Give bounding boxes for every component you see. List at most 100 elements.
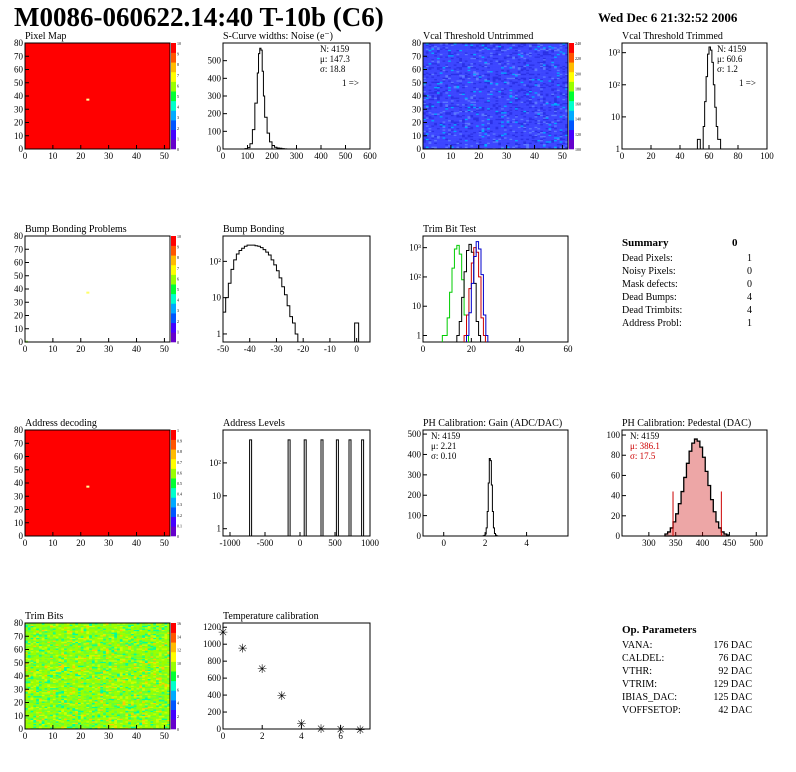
- heatmap-cell: [456, 90, 460, 93]
- palette-swatch: [171, 71, 176, 82]
- heatmap-cell: [464, 93, 468, 95]
- palette-swatch: [171, 458, 176, 469]
- heatmap-cell: [534, 146, 538, 148]
- heatmap-cell: [501, 69, 505, 72]
- heatmap-cell: [33, 714, 37, 717]
- heatmap-cell: [462, 68, 466, 70]
- heatmap-cell: [551, 118, 555, 121]
- heatmap-cell: [453, 121, 457, 123]
- heatmap-cell: [523, 96, 527, 98]
- heatmap-cell: [528, 135, 533, 138]
- heatmap-cell: [554, 102, 558, 105]
- heatmap-cell: [25, 702, 29, 705]
- heatmap-cell: [464, 44, 468, 46]
- heatmap-cell: [27, 630, 31, 633]
- heatmap-cell: [442, 74, 446, 77]
- heatmap-cell: [462, 110, 466, 113]
- heatmap-cell: [528, 69, 533, 72]
- heatmap-cell: [559, 73, 563, 76]
- heatmap-cell: [487, 54, 491, 57]
- heatmap-cell: [436, 126, 441, 129]
- heatmap-cell: [475, 133, 480, 135]
- heatmap-cell: [475, 121, 480, 123]
- heatmap-cell: [556, 49, 560, 52]
- heatmap-cell: [436, 73, 441, 76]
- heatmap-cell: [531, 49, 535, 52]
- heatmap-cell: [448, 92, 452, 94]
- heatmap-cell: [531, 88, 535, 90]
- heatmap-cell: [503, 127, 507, 130]
- heatmap-cell: [559, 109, 563, 111]
- heatmap-cell: [506, 84, 510, 86]
- heatmap-cell: [30, 723, 34, 726]
- heatmap-cell: [439, 107, 443, 110]
- heatmap-cell: [565, 101, 569, 103]
- heatmap-cell: [517, 127, 521, 130]
- palette-swatch: [171, 468, 176, 479]
- heatmap-cell: [33, 698, 37, 701]
- heatmap-cell: [462, 114, 466, 117]
- heatmap-cell: [484, 46, 488, 49]
- heatmap-cell: [459, 43, 463, 45]
- heatmap-cell: [434, 61, 438, 64]
- heatmap-cell: [436, 127, 441, 130]
- heatmap-cell: [487, 105, 491, 107]
- heatmap-cell: [537, 58, 541, 61]
- heatmap-cell: [30, 661, 34, 664]
- heatmap-cell: [489, 68, 494, 70]
- heatmap-cell: [27, 689, 31, 691]
- heatmap-cell: [428, 137, 432, 139]
- heatmap-cell: [459, 66, 463, 69]
- heatmap-cell: [439, 99, 443, 102]
- heatmap-cell: [548, 69, 552, 72]
- heatmap-cell: [439, 58, 443, 61]
- heatmap-cell: [556, 119, 560, 122]
- heatmap-cell: [33, 709, 37, 711]
- heatmap-cell: [540, 125, 544, 127]
- heatmap-cell: [540, 122, 544, 125]
- heatmap-cell: [470, 61, 474, 64]
- heatmap-cell: [523, 86, 527, 89]
- heatmap-cell: [27, 691, 31, 694]
- palette-swatch: [171, 139, 176, 150]
- heatmap-cell: [456, 145, 460, 147]
- heatmap-cell: [562, 107, 566, 110]
- y-tick-label: 20: [611, 511, 621, 521]
- heatmap-cell: [562, 117, 566, 119]
- heatmap-cell: [503, 114, 507, 117]
- heatmap-cell: [520, 57, 524, 60]
- heatmap-cell: [464, 54, 468, 57]
- heatmap-cell: [450, 107, 454, 110]
- heatmap-cell: [450, 65, 454, 68]
- heatmap-cell: [470, 54, 474, 57]
- heatmap-cell: [537, 111, 541, 114]
- heatmap-cell: [33, 625, 37, 628]
- heatmap-cell: [506, 93, 510, 95]
- heatmap-cell: [520, 130, 524, 133]
- heatmap-cell: [489, 52, 494, 54]
- heatmap-cell: [436, 69, 441, 72]
- heatmap-cell: [540, 121, 544, 123]
- heatmap-cell: [495, 131, 499, 134]
- heatmap-cell: [27, 678, 31, 681]
- heatmap-cell: [36, 653, 40, 656]
- heatmap-cell: [462, 118, 466, 121]
- heatmap-cell: [425, 52, 429, 54]
- heatmap-cell: [487, 94, 491, 97]
- heatmap-cell: [436, 64, 441, 66]
- heatmap-cell: [509, 61, 513, 64]
- heatmap-cell: [459, 92, 463, 94]
- heatmap-cell: [428, 117, 432, 119]
- heatmap-cell: [450, 77, 454, 80]
- heatmap-cell: [489, 141, 494, 143]
- heatmap-cell: [531, 74, 535, 77]
- heatmap-cell: [506, 103, 510, 106]
- heatmap-cell: [548, 98, 552, 101]
- heatmap-cell: [431, 66, 435, 69]
- heatmap-cell: [537, 86, 541, 89]
- heatmap-cell: [459, 48, 463, 50]
- heatmap-cell: [515, 66, 519, 69]
- heatmap-cell: [459, 69, 463, 72]
- heatmap-cell: [531, 105, 535, 107]
- heatmap-cell: [464, 126, 468, 129]
